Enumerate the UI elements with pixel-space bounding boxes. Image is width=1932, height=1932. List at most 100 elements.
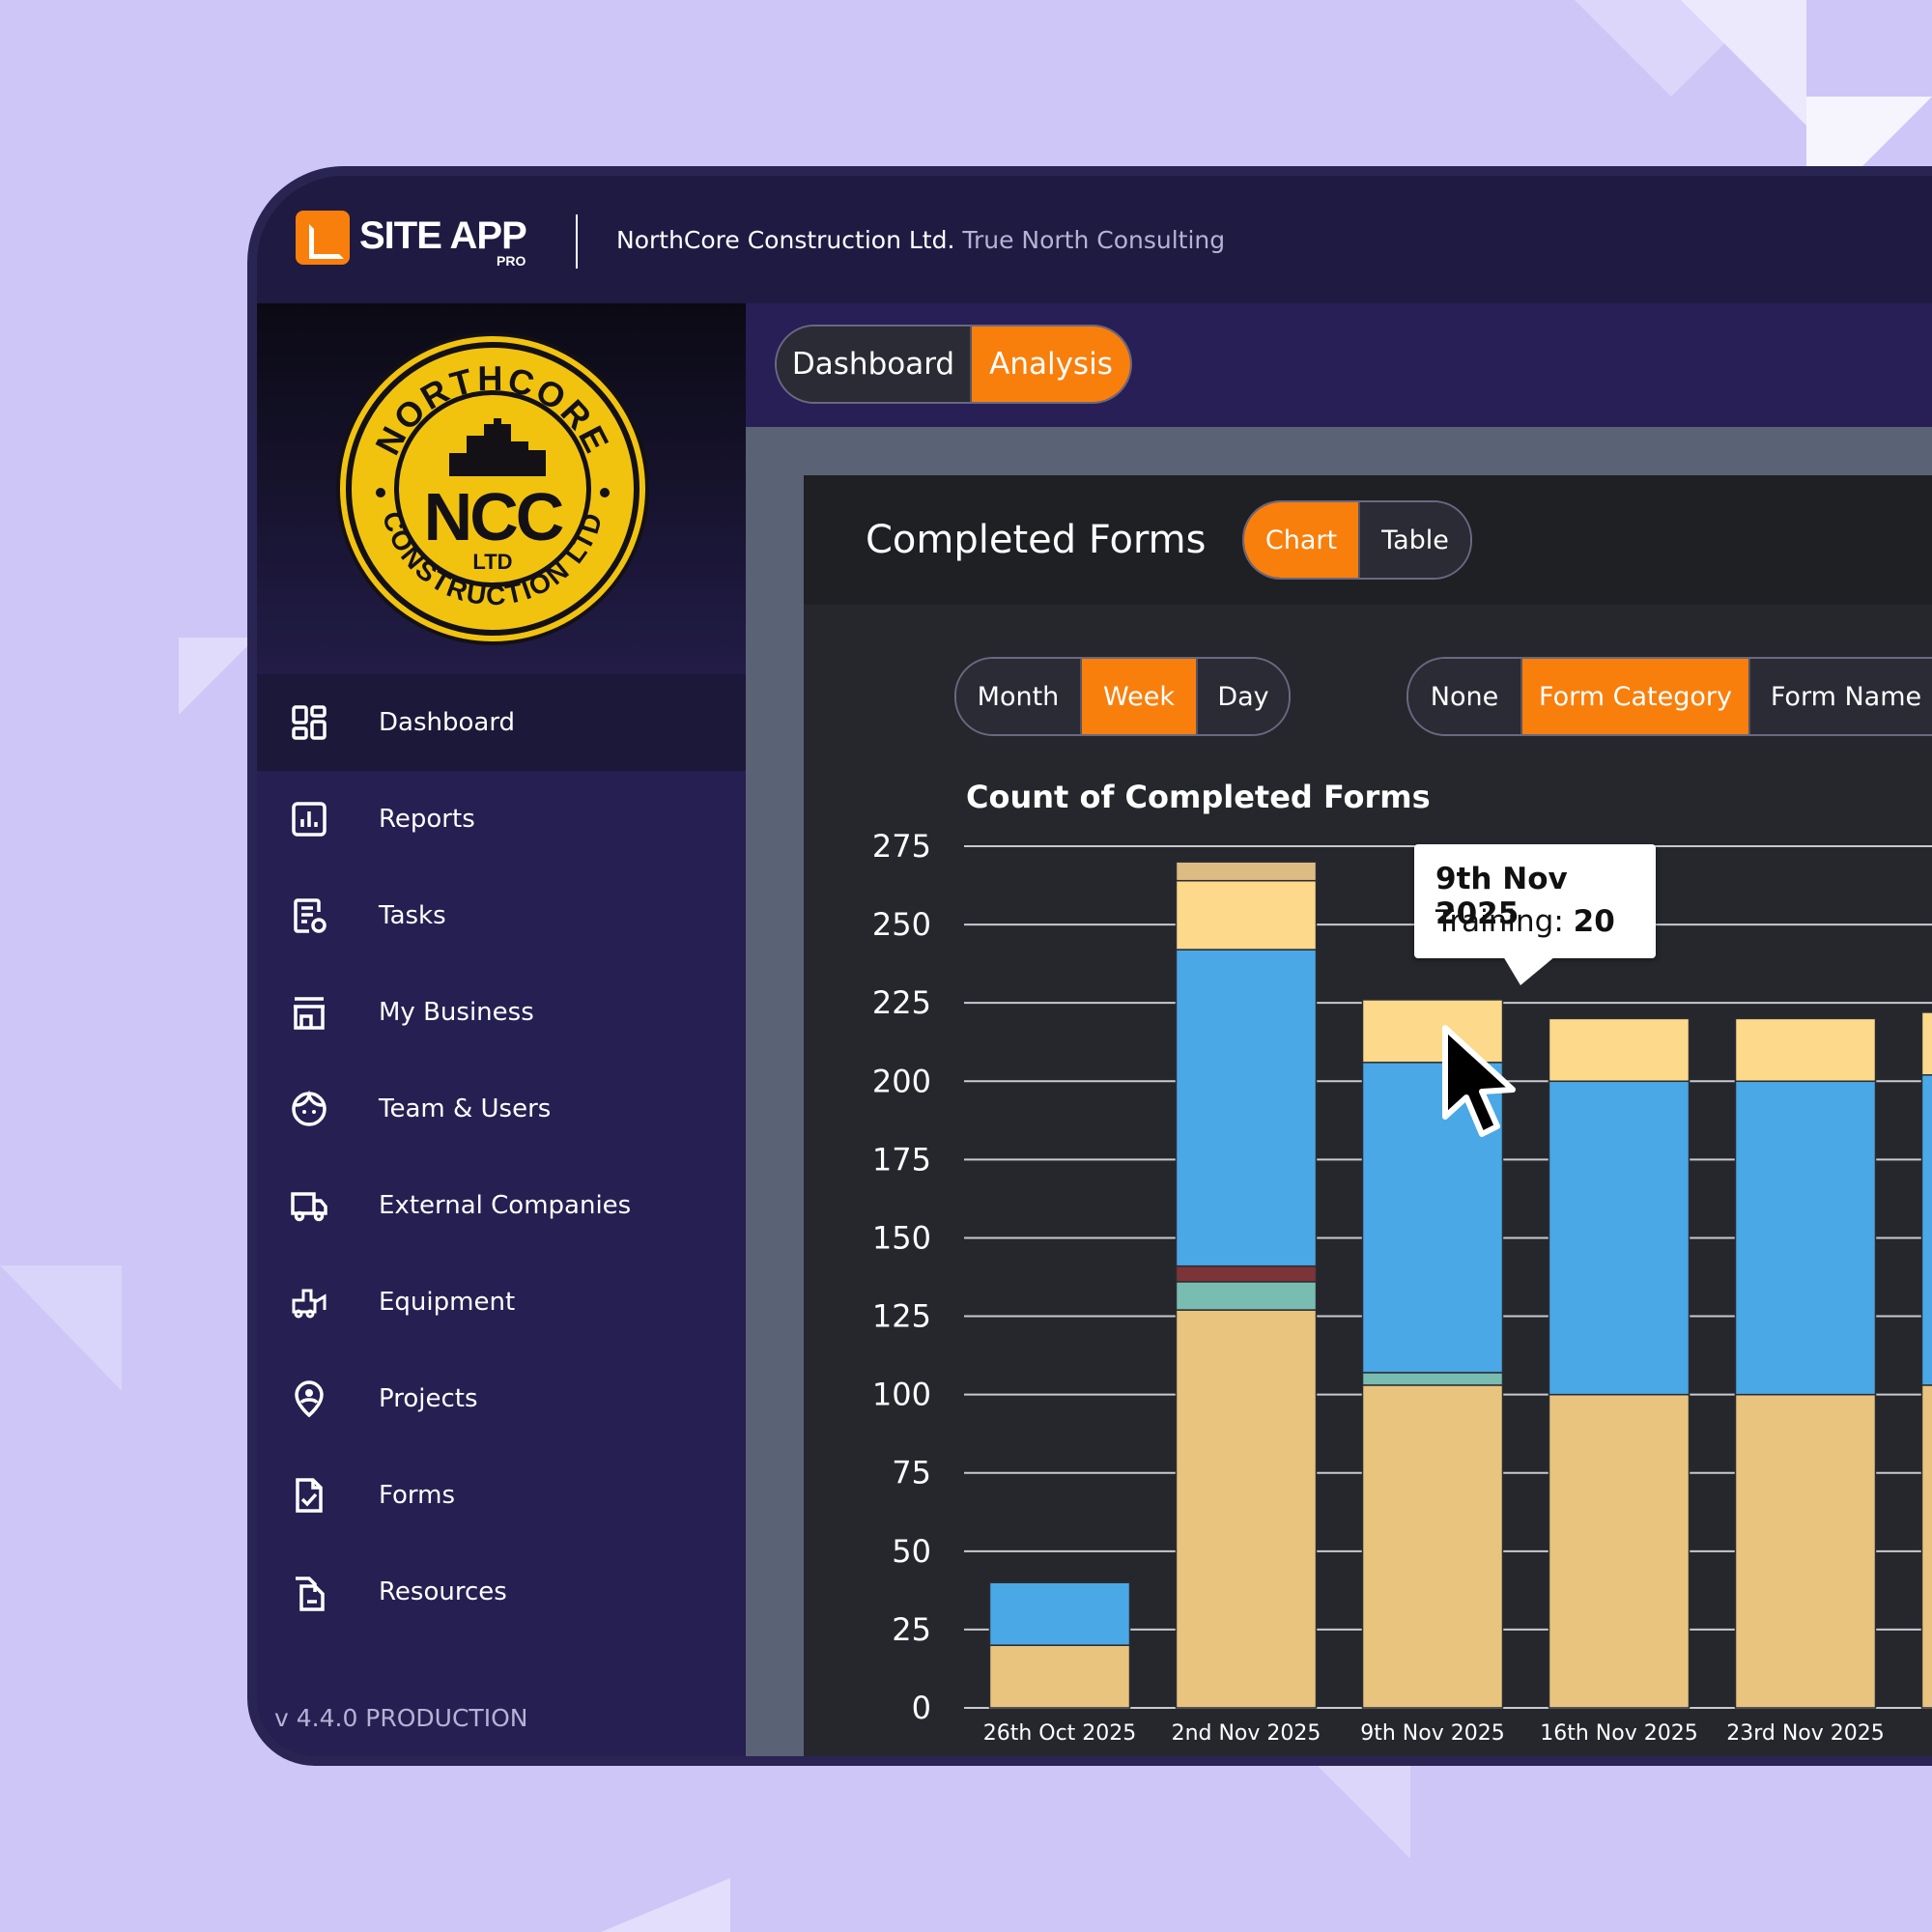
sidebar-item-label: Equipment xyxy=(379,1288,516,1317)
table-toggle-button[interactable]: Table xyxy=(1358,502,1470,578)
bar-segment xyxy=(990,1645,1130,1708)
sidebar-item-dashboard[interactable]: Dashboard xyxy=(257,674,746,771)
bg-triangle xyxy=(1310,1758,1410,1859)
badge-mark: NCC xyxy=(423,479,565,554)
sidebar-item-label: Forms xyxy=(379,1481,456,1510)
org-name: NorthCore Construction Ltd. xyxy=(616,226,955,254)
divider xyxy=(576,214,578,269)
main-header: Dashboard Analysis xyxy=(746,303,1932,427)
y-tick-label: 150 xyxy=(872,1219,931,1256)
bar-segment xyxy=(1736,1018,1876,1081)
card-header: Completed Forms Chart Table xyxy=(804,475,1932,605)
y-tick-label: 175 xyxy=(872,1141,931,1178)
badge-ltd: LTD xyxy=(472,550,513,574)
bar-segment xyxy=(1177,881,1317,950)
sidebar-item-tasks[interactable]: Tasks xyxy=(257,867,746,964)
bar-segment xyxy=(1549,1081,1690,1394)
sidebar-item-forms[interactable]: Forms xyxy=(257,1447,746,1544)
tooltip-value: 20 xyxy=(1573,904,1615,939)
form-check-icon xyxy=(296,1478,323,1513)
truck-icon xyxy=(291,1192,327,1222)
y-tick-label: 100 xyxy=(872,1377,931,1413)
tab-analysis[interactable]: Analysis xyxy=(970,327,1130,402)
main-tabs: Dashboard Analysis xyxy=(775,325,1132,404)
sidebar-item-label: Dashboard xyxy=(379,708,516,737)
x-tick-label: 26th Oct 2025 xyxy=(983,1721,1137,1746)
bar-segment xyxy=(990,1582,1130,1645)
bar-segment xyxy=(1177,1310,1317,1708)
bar-segment xyxy=(1177,1266,1317,1282)
y-tick-label: 75 xyxy=(892,1455,931,1492)
bg-triangle xyxy=(0,1265,122,1391)
sidebar-item-label: Team & Users xyxy=(379,1094,552,1123)
tab-dashboard[interactable]: Dashboard xyxy=(777,327,970,402)
site-app-logo-icon xyxy=(296,211,350,265)
none-button[interactable]: None xyxy=(1408,659,1520,734)
bar-segment xyxy=(1736,1081,1876,1394)
y-tick-label: 50 xyxy=(892,1533,931,1570)
chart-tooltip: 9th Nov 2025 Training: 20 xyxy=(1414,844,1656,985)
version-label: v 4.4.0 PRODUCTION xyxy=(274,1704,528,1732)
tooltip-date: 9th Nov 2025 xyxy=(1435,862,1568,931)
dashboard-icon xyxy=(292,705,327,740)
bar-segment xyxy=(1177,1282,1317,1310)
sidebar-item-my-business[interactable]: My Business xyxy=(257,964,746,1061)
sidebar-item-resources[interactable]: Resources xyxy=(257,1544,746,1640)
sidebar-item-label: Resources xyxy=(379,1577,507,1606)
sidebar-item-team-users[interactable]: Team & Users xyxy=(257,1061,746,1157)
app-name: SITE APP xyxy=(359,214,527,257)
bar-segment xyxy=(1363,1385,1503,1708)
bar-segment xyxy=(1922,1075,1932,1385)
period-toggle: Month Week Day xyxy=(954,657,1291,736)
sidebar-item-label: External Companies xyxy=(379,1191,632,1220)
sidebar-item-label: Reports xyxy=(379,805,475,834)
month-button[interactable]: Month xyxy=(956,659,1080,734)
tooltip-series: Training: xyxy=(1435,904,1564,939)
y-tick-label: 200 xyxy=(872,1063,931,1099)
organization-title: NorthCore Construction Ltd. True North C… xyxy=(616,226,1225,254)
card-title: Completed Forms xyxy=(866,518,1207,562)
form-name-button[interactable]: Form Name xyxy=(1748,659,1932,734)
user-face-icon xyxy=(292,1090,327,1126)
sidebar-item-projects[interactable]: Projects xyxy=(257,1350,746,1447)
sidebar-item-equipment[interactable]: Equipment xyxy=(257,1254,746,1350)
sidebar: NORTHCORE CONSTRUCTION LTD NCC LTD Dashb… xyxy=(257,303,746,1756)
grouping-toggle: None Form Category Form Name xyxy=(1406,657,1932,736)
company-logo-area: NORTHCORE CONSTRUCTION LTD NCC LTD xyxy=(257,303,746,674)
documents-icon xyxy=(296,1577,325,1611)
sidebar-item-external-companies[interactable]: External Companies xyxy=(257,1157,746,1254)
bg-triangle xyxy=(601,1878,730,1932)
day-button[interactable]: Day xyxy=(1196,659,1289,734)
bar-segment xyxy=(1549,1018,1690,1081)
company-badge-logo: NORTHCORE CONSTRUCTION LTD NCC LTD xyxy=(346,342,639,636)
bar-chart-icon xyxy=(292,802,327,837)
chart-toggle-button[interactable]: Chart xyxy=(1244,502,1358,578)
x-tick-label: 2nd Nov 2025 xyxy=(1172,1721,1321,1746)
sidebar-item-label: My Business xyxy=(379,998,534,1027)
top-bar: SITE APP PRO NorthCore Construction Ltd.… xyxy=(257,176,1932,303)
form-category-button[interactable]: Form Category xyxy=(1520,659,1748,734)
bar-segment xyxy=(1922,1012,1932,1075)
bg-triangle xyxy=(1681,0,1806,126)
bar-segment xyxy=(1177,862,1317,880)
bar-segment xyxy=(1363,1373,1503,1385)
sidebar-item-reports[interactable]: Reports xyxy=(257,771,746,867)
bar-segment xyxy=(1736,1395,1876,1708)
storefront-icon xyxy=(294,997,325,1030)
location-pin-icon xyxy=(295,1380,324,1418)
bg-triangle xyxy=(179,638,256,715)
sidebar-item-label: Tasks xyxy=(379,901,446,930)
x-tick-label: 16th Nov 2025 xyxy=(1540,1721,1697,1746)
week-button[interactable]: Week xyxy=(1080,659,1196,734)
chart-title: Count of Completed Forms xyxy=(966,779,1431,815)
forklift-icon xyxy=(292,1289,327,1319)
bar-segment xyxy=(1363,1000,1503,1063)
y-tick-label: 25 xyxy=(892,1611,931,1648)
app-tier: PRO xyxy=(497,253,526,269)
org-subtitle: True North Consulting xyxy=(962,226,1226,254)
sidebar-item-label: Projects xyxy=(379,1384,478,1413)
y-tick-label: 275 xyxy=(872,828,931,865)
task-list-icon xyxy=(294,898,327,933)
tooltip-line: Training: 20 xyxy=(1435,904,1615,939)
